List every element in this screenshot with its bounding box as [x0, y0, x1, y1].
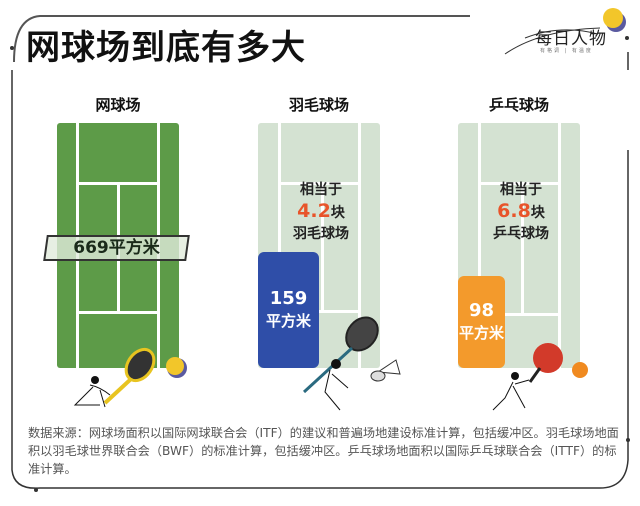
badminton-area-box: 159 平方米 — [258, 252, 319, 368]
source-note: 数据来源：网球场面积以国际网球联合会（ITF）的建议和普遍场地建设标准计算，包括… — [28, 426, 619, 476]
tennis-court-title: 网球场 — [95, 96, 141, 114]
logo: 每日人物 — [535, 29, 607, 49]
pingpong-area-box: 98 平方米 — [458, 276, 505, 368]
tennis-player-illustration — [73, 347, 187, 408]
pingpong-equivalence: 相当于 6.8块 乒乓球场 — [493, 182, 549, 242]
pingpong-court-title: 乒乓球场 — [488, 96, 549, 114]
badminton-player-illustration — [302, 316, 401, 411]
pingpong-player-illustration — [492, 343, 588, 411]
pingpong-court — [458, 123, 580, 368]
logo-subtitle: 有格调 | 有温度 — [540, 48, 593, 54]
page-title: 网球场到底有多大 — [26, 28, 306, 68]
badminton-equivalence: 相当于 4.2块 羽毛球场 — [293, 182, 349, 242]
badminton-ratio: 4.2 — [297, 200, 331, 222]
pingpong-ratio: 6.8 — [497, 200, 531, 222]
tennis-ball-icon — [603, 8, 626, 32]
tennis-area-label: 669平方米 — [43, 235, 190, 261]
badminton-court-title: 羽毛球场 — [288, 96, 349, 114]
